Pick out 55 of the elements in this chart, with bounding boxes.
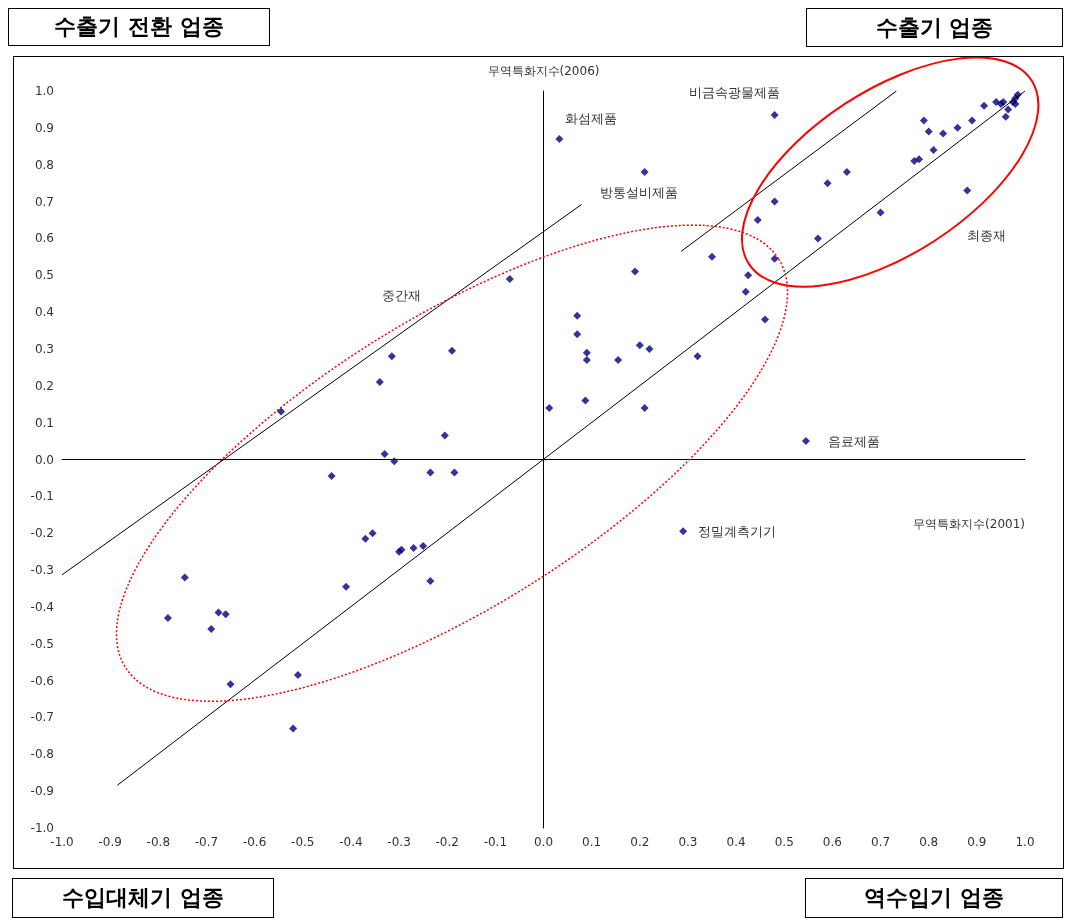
y-axis-title: 무역특화지수(2006)	[487, 64, 600, 78]
x-tick-label: -0.3	[387, 835, 411, 849]
x-tick-label: -0.9	[98, 835, 122, 849]
x-tick-label: 0.0	[533, 835, 554, 849]
y-tick-label: -0.8	[30, 747, 54, 762]
x-tick-label: 0.4	[726, 835, 746, 849]
annotation: 중간재	[381, 287, 421, 303]
y-tick-label: 0.8	[34, 157, 54, 172]
y-tick-label: 0.3	[34, 341, 54, 356]
y-tick-label: -1.0	[30, 821, 54, 835]
y-tick-label: 0.5	[34, 268, 54, 283]
y-tick-label: 0.4	[34, 305, 54, 320]
x-tick-label: 0.7	[871, 835, 891, 849]
x-tick-label: -0.4	[339, 835, 363, 849]
text: 수입대체기 업종	[12, 878, 274, 918]
x-tick-label: -0.5	[291, 835, 315, 849]
y-tick-label: 0.9	[34, 120, 54, 135]
y-tick-label: -0.5	[30, 636, 54, 651]
x-tick-label: 0.1	[582, 835, 602, 849]
text: 수출기 업종	[806, 8, 1063, 47]
x-tick-label: -0.2	[435, 835, 459, 849]
x-tick-label: 0.3	[678, 835, 698, 849]
x-tick-label: 1.0	[1015, 835, 1035, 849]
annotation: 비금속광물제품	[689, 85, 781, 101]
y-tick-label: 0.6	[34, 231, 54, 246]
text: 수출기 전환 업종	[8, 8, 270, 46]
y-tick-label: 0.1	[34, 415, 54, 430]
x-tick-label: -0.6	[242, 835, 267, 849]
y-tick-label: -0.3	[30, 563, 54, 578]
annotation: 화섬제품	[565, 111, 618, 127]
text: 역수입기 업종	[805, 878, 1063, 918]
y-tick-label: -0.4	[30, 599, 54, 614]
y-tick-label: -0.7	[30, 710, 54, 725]
annotation: 음료제품	[827, 433, 880, 449]
x-tick-label: 0.2	[630, 835, 650, 849]
y-tick-label: -0.6	[30, 673, 54, 688]
y-tick-label: 0.0	[34, 452, 54, 467]
annotation: 최종재	[966, 227, 1006, 243]
y-tick-label: 1.0	[34, 84, 54, 98]
y-tick-label: 0.2	[34, 378, 54, 393]
x-tick-label: 0.8	[919, 835, 939, 849]
y-tick-label: -0.1	[30, 489, 54, 504]
y-tick-label: -0.2	[30, 526, 54, 541]
x-tick-label: 0.5	[774, 835, 794, 849]
x-axis-title: 무역특화지수(2001)	[913, 516, 1025, 531]
annotation: 방통설비제품	[599, 184, 678, 200]
annotation: 정밀계측기기	[698, 523, 777, 539]
y-tick-label: 0.7	[34, 194, 54, 209]
y-tick-label: -0.9	[30, 784, 54, 799]
x-tick-label: -0.7	[194, 835, 219, 849]
x-tick-label: 0.6	[822, 835, 842, 849]
x-tick-label: -1.0	[50, 835, 74, 849]
x-tick-label: -0.1	[483, 835, 508, 849]
x-tick-label: 0.9	[967, 835, 987, 849]
x-tick-label: -0.8	[146, 835, 171, 849]
